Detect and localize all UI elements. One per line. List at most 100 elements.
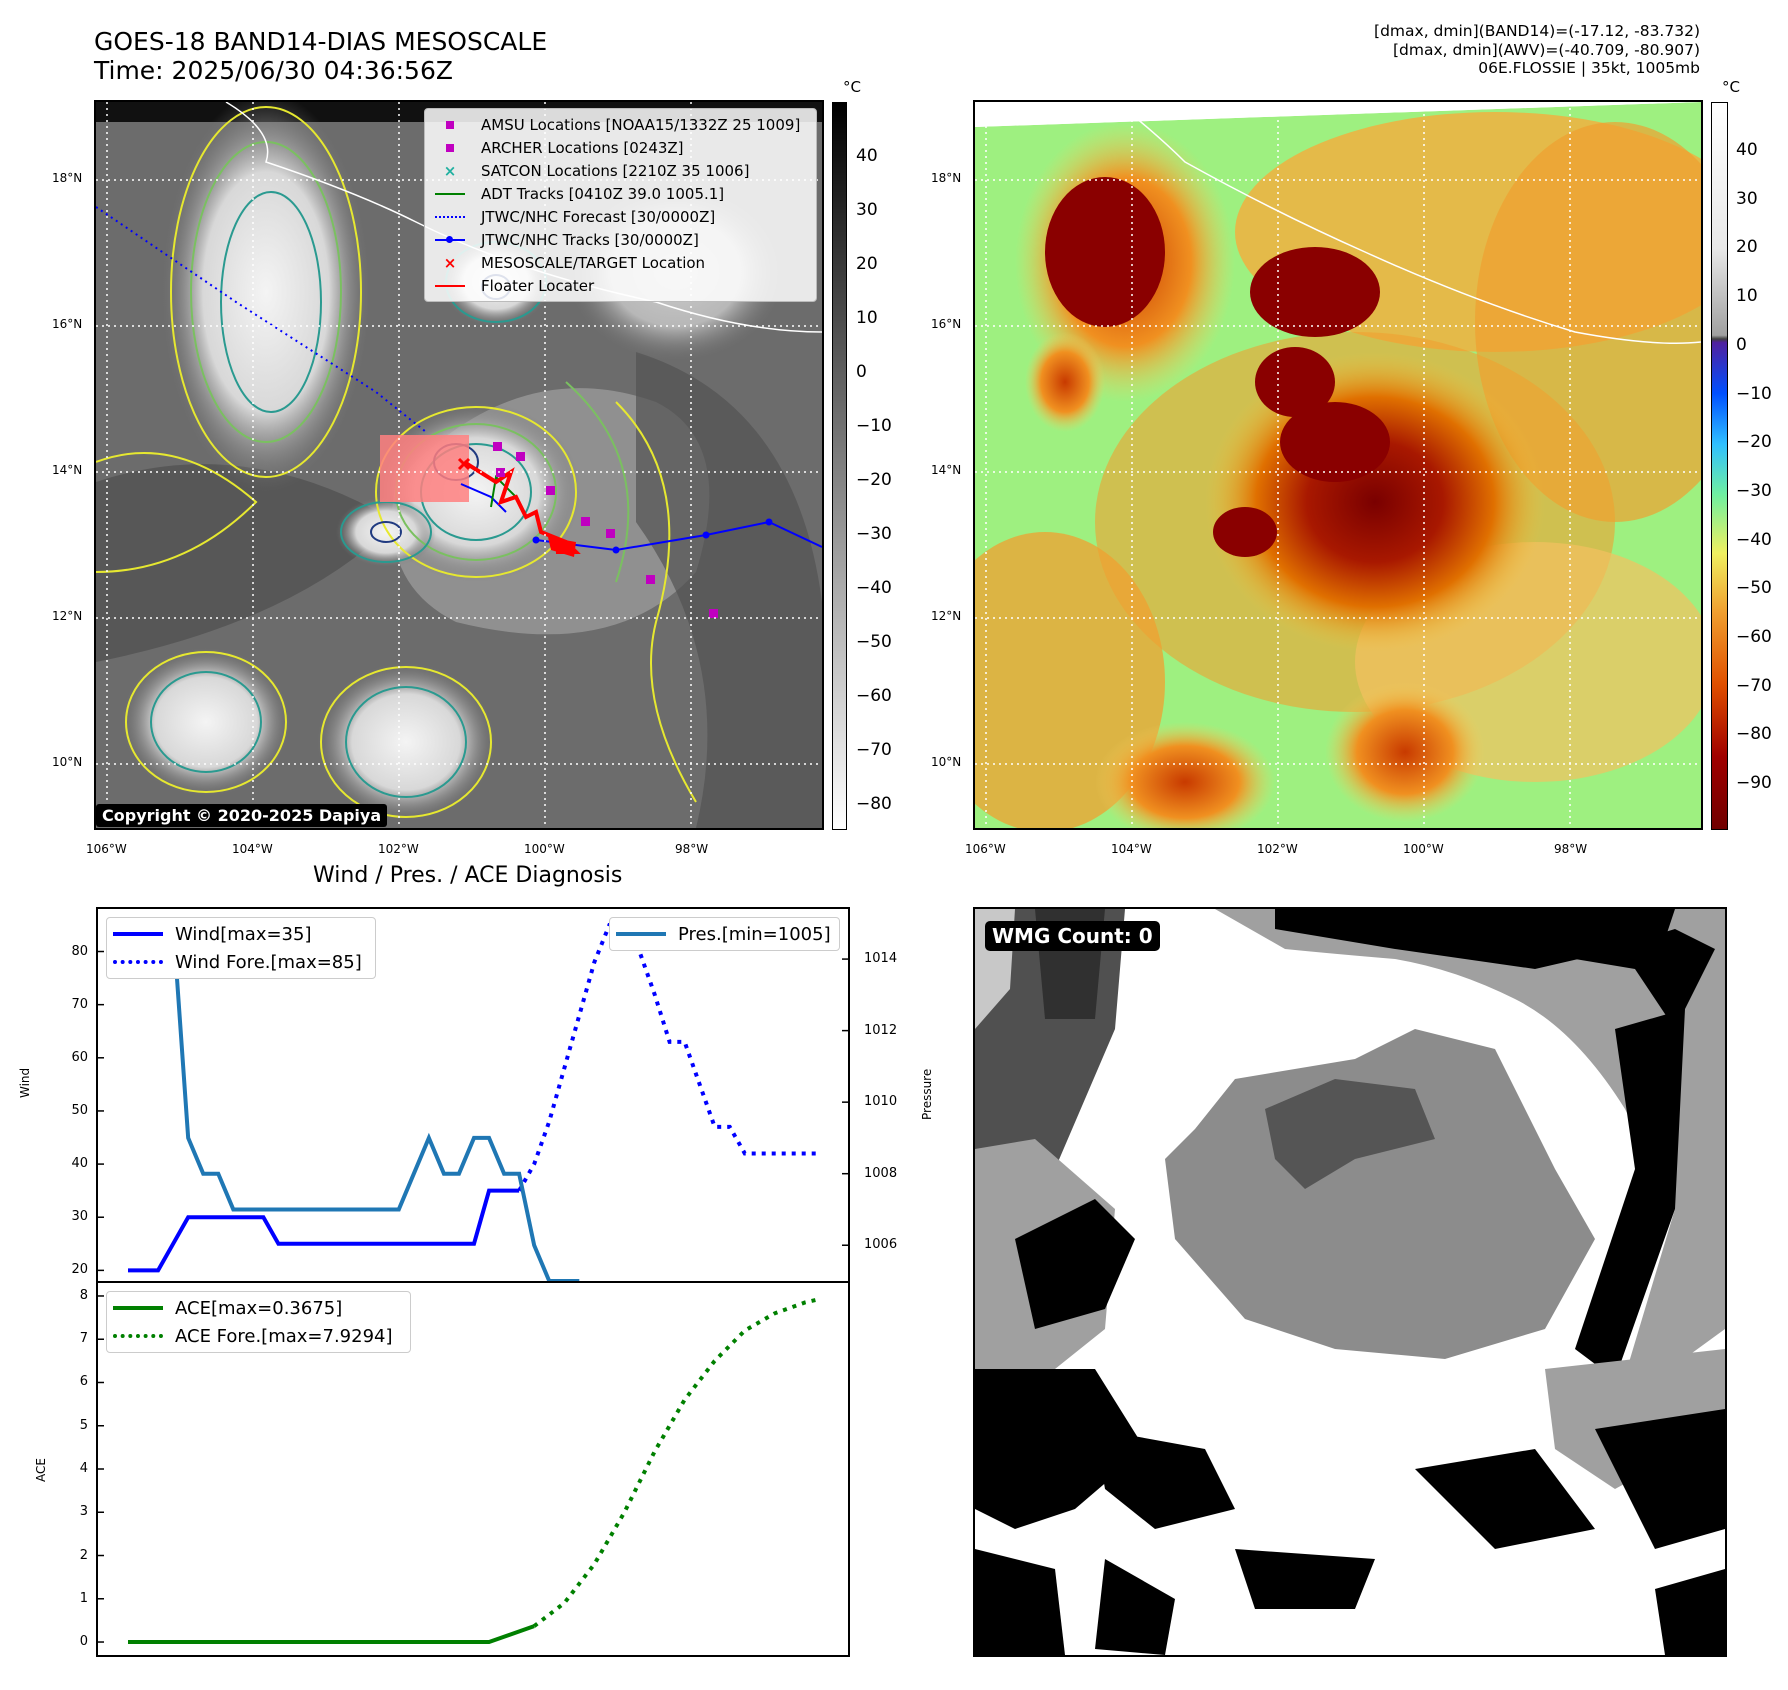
lon-label: 102°W (378, 842, 419, 856)
wind-pressure-plot (98, 921, 848, 1283)
colorbar-tick-label: −80 (856, 794, 892, 814)
line-marker-icon (113, 1306, 163, 1310)
axis-tick-label: 8 (79, 1287, 88, 1303)
legend-mesoscale: × MESOSCALE/TARGET Location (433, 251, 808, 274)
axis-tick-label: 30 (71, 1209, 88, 1225)
ace-series-line-0 (128, 1624, 535, 1645)
series-line-1 (517, 922, 820, 1192)
colorbar-tick-label: −10 (856, 416, 892, 436)
lon-label: 98°W (1554, 842, 1588, 856)
lat-label: 18°N (52, 171, 83, 185)
axis-tick-label: 1006 (864, 1237, 898, 1253)
colorbar-left-unit: °C (843, 78, 861, 96)
lon-label: 104°W (1111, 842, 1152, 856)
series-line-2 (128, 921, 580, 1283)
legend-wind-forecast: Wind Fore.[max=85] (113, 948, 369, 976)
colorbar-tick-label: 20 (1736, 237, 1758, 258)
x-marker-icon: × (443, 253, 457, 272)
wind-axis-ticks: 20 30 40 50 60 70 80 (40, 907, 92, 1283)
colorbar-tick-label: −60 (1736, 627, 1772, 647)
colorbar-tick-label: −40 (1736, 529, 1772, 550)
lon-label: 100°W (524, 842, 565, 856)
bd-map-image (975, 102, 1701, 828)
series-line-0 (128, 1188, 520, 1273)
colorbar-tick-label: −50 (1736, 578, 1772, 599)
axis-tick-label: 3 (79, 1504, 88, 1520)
axis-tick-label: 40 (71, 1156, 88, 1172)
axis-tick-label: 1 (79, 1590, 88, 1606)
colorbar-tick-label: −30 (856, 524, 892, 544)
figure-time: Time: 2025/06/30 04:36:56Z (94, 56, 453, 85)
figure-title: GOES-18 BAND14-DIAS MESOSCALE (94, 27, 548, 56)
ace-plot (98, 1295, 821, 1645)
legend-tracks: JTWC/NHC Tracks [30/0000Z] (433, 228, 808, 251)
axis-tick-label: 1014 (864, 951, 898, 967)
axis-tick-label: 50 (71, 1102, 88, 1118)
axis-tick-label: 4 (79, 1461, 88, 1476)
dotted-line-icon (435, 215, 465, 218)
lat-label: 16°N (52, 317, 83, 331)
line-marker-icon (113, 932, 163, 936)
wmg-image (975, 909, 1725, 1655)
lat-label: 10°N (931, 755, 962, 769)
wmg-count-badge: WMG Count: 0 (985, 921, 1160, 951)
wind-pressure-chart: Wind[max=35] Wind Fore.[max=85] Pres.[mi… (96, 907, 850, 1283)
info-block: [dmax, dmin](BAND14)=(-17.12, -83.732) [… (1374, 22, 1700, 78)
colorbar-tick-label: −70 (1736, 675, 1772, 696)
legend-amsu: AMSU Locations [NOAA15/1332Z 25 1009] (433, 113, 808, 136)
legend-forecast: JTWC/NHC Forecast [30/0000Z] (433, 205, 808, 228)
lon-label: 102°W (1257, 842, 1298, 856)
axis-tick-label: 5 (79, 1417, 88, 1433)
map-legend: AMSU Locations [NOAA15/1332Z 25 1009] AR… (424, 108, 817, 302)
colorbar-tick-label: 10 (1736, 286, 1758, 307)
colorbar-right-unit: °C (1722, 78, 1740, 96)
ace-chart: ACE[max=0.3675] ACE Fore.[max=7.9294] (96, 1281, 850, 1657)
line-marker-icon (435, 284, 465, 287)
ir-map-panel: AMSU Locations [NOAA15/1332Z 25 1009] AR… (94, 100, 824, 830)
pressure-axis-ticks: 1006 1008 1010 1012 1014 (856, 907, 916, 1283)
colorbar-tick-label: 40 (856, 146, 878, 166)
axis-tick-label: 1008 (864, 1165, 898, 1181)
ace-series-line-1 (532, 1297, 821, 1628)
lat-label: 14°N (52, 463, 83, 477)
colorbar-tick-label: 20 (856, 254, 878, 274)
lon-label: 104°W (232, 842, 273, 856)
colorbar-tick-label: −60 (856, 686, 892, 706)
colorbar-left (832, 102, 847, 830)
lon-label: 98°W (675, 842, 709, 856)
wmg-panel: WMG Count: 0 (973, 907, 1727, 1657)
legend-floater: Floater Locater (433, 274, 808, 297)
colorbar-tick-label: −20 (856, 470, 892, 490)
lon-label: 106°W (965, 842, 1006, 856)
colorbar-tick-label: −20 (1736, 432, 1772, 453)
copyright-badge: Copyright © 2020-2025 Dapiya (96, 804, 388, 827)
lat-label: 14°N (931, 463, 962, 477)
axis-tick-label: 7 (79, 1331, 88, 1347)
legend-satcon: × SATCON Locations [2210Z 35 1006] (433, 159, 808, 182)
axis-tick-label: 0 (79, 1634, 88, 1650)
legend-ace: ACE[max=0.3675] (113, 1294, 404, 1322)
colorbar-tick-label: 30 (1736, 188, 1758, 209)
lat-label: 10°N (52, 755, 83, 769)
square-marker-icon (446, 120, 454, 129)
ace-axis-label: ACE (34, 1458, 48, 1482)
colorbar-tick-label: 40 (1736, 140, 1758, 160)
lon-label: 106°W (86, 842, 127, 856)
wind-axis-label: Wind (18, 1067, 32, 1098)
dotted-line-icon (113, 960, 163, 964)
colorbar-right-ticks: 40 30 20 10 0 −10 −20 −30 −40 −50 −60 −70 −80 −90 (1736, 100, 1786, 830)
info-awv: [dmax, dmin](AWV)=(-40.709, -80.907) (1393, 40, 1700, 59)
ace-axis-ticks: 0 1 2 3 4 5 6 7 8 (40, 1281, 92, 1657)
legend-archer: ARCHER Locations [0243Z] (433, 136, 808, 159)
colorbar-tick-label: 0 (1736, 334, 1747, 355)
x-marker-icon: × (443, 161, 457, 180)
line-marker-icon (435, 192, 465, 195)
wind-legend: Wind[max=35] Wind Fore.[max=85] (106, 917, 376, 979)
axis-tick-label: 1010 (864, 1094, 898, 1110)
lat-label: 18°N (931, 171, 962, 185)
colorbar-tick-label: −70 (856, 740, 892, 760)
legend-ace-forecast: ACE Fore.[max=7.9294] (113, 1322, 404, 1350)
axis-tick-label: 80 (71, 943, 88, 959)
info-band14: [dmax, dmin](BAND14)=(-17.12, -83.732) (1374, 22, 1700, 40)
legend-wind: Wind[max=35] (113, 920, 369, 948)
